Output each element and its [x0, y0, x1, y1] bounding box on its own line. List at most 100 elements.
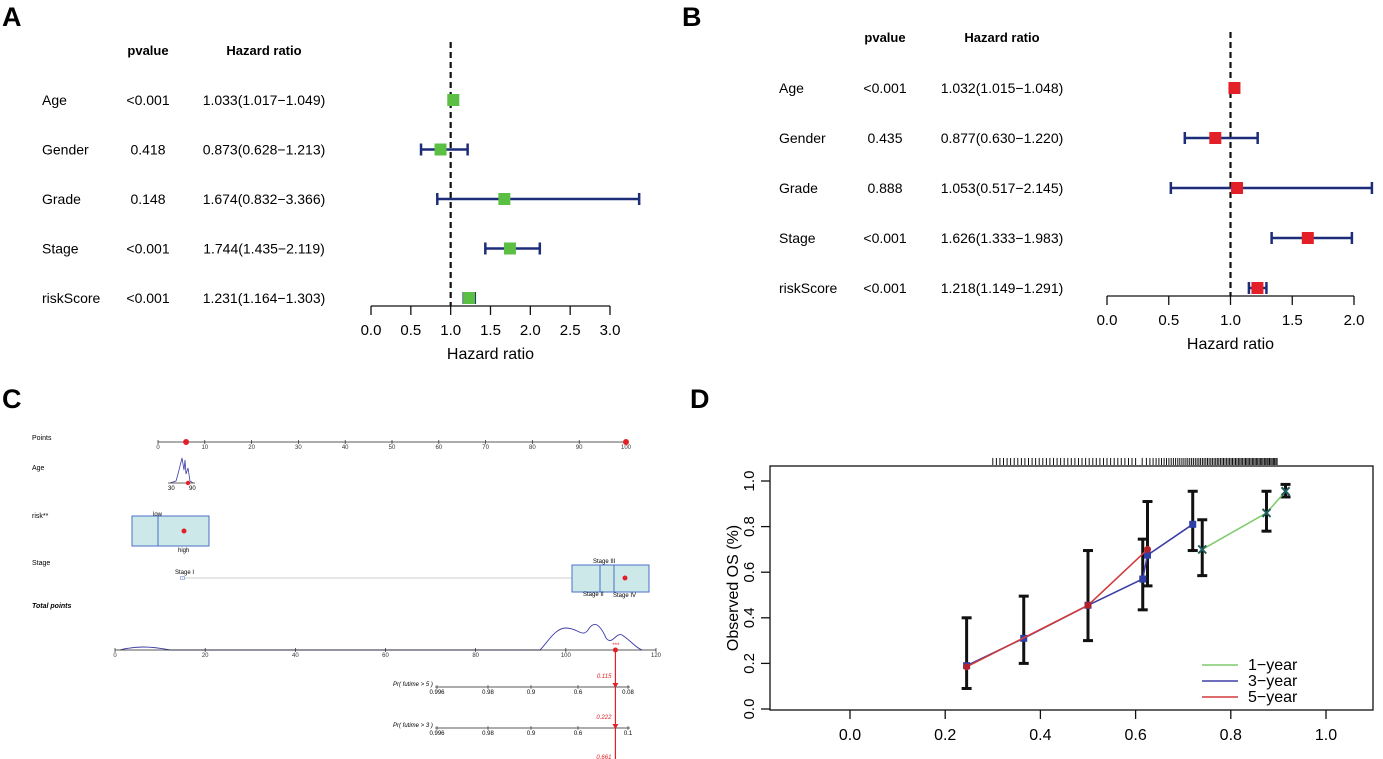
- points-tick-label: 40: [342, 445, 349, 451]
- total-points-tick-label: 100: [561, 653, 572, 659]
- prob5-tick-label: 0.08: [622, 690, 634, 696]
- y-tick-label: 1.0: [741, 471, 758, 492]
- hr-marker: [1209, 132, 1222, 144]
- risk-box: [131, 515, 210, 547]
- series-point: [1144, 551, 1151, 559]
- row-label: riskScore: [779, 280, 838, 296]
- row-pvalue: 0.418: [130, 142, 165, 158]
- stage-label: Stage: [32, 560, 50, 567]
- row-label: Grade: [42, 191, 81, 207]
- hr-marker: [1251, 282, 1264, 294]
- x-tick-label: 0.0: [839, 727, 861, 744]
- prob3-tick-label: 0.98: [482, 731, 494, 737]
- panel-b: B pvalue Hazard ratio Age <0.001 1.032(1.015…: [680, 0, 1383, 380]
- row-hr-text: 1.218(1.149−1.291): [941, 280, 1064, 296]
- x-tick-label: 0.5: [400, 322, 421, 339]
- nomogram-c: C Points 0 10 20 30 40 50 60 70 80 90 100 Age 30 90 ris…: [2, 384, 662, 759]
- total-points-tick-label: 20: [202, 653, 209, 659]
- panel-letter-c: C: [2, 384, 22, 414]
- panel-d: D 0.0 0.2 0.4 0.6 0.8 1.0 0.0 0.2 0.4 0.6 0.8 1.0 Ob…: [680, 380, 1383, 759]
- stage-i-label: Stage I: [175, 570, 194, 576]
- panel-letter-b: B: [682, 2, 702, 32]
- prob3-tick-label: 0.6: [574, 731, 583, 737]
- risk-high-label: high: [178, 548, 189, 554]
- row-hr-text: 1.674(0.832−3.366): [203, 191, 326, 207]
- row-hr-text: 1.231(1.164−1.303): [203, 290, 326, 306]
- col-header-pvalue: pvalue: [127, 43, 168, 58]
- points-tick-label: 70: [482, 445, 489, 451]
- row-label: Gender: [42, 142, 89, 158]
- row-hr-text: 0.877(0.630−1.220): [941, 130, 1064, 146]
- col-header-hazard-ratio: Hazard ratio: [964, 30, 1039, 45]
- total-points-tick-label: 80: [472, 653, 479, 659]
- panel-a: A pvalue Hazard ratio Age <0.001 1.033(1.017…: [0, 0, 680, 380]
- risk-low-label: low: [153, 512, 163, 518]
- y-tick-label: 0.8: [741, 516, 758, 537]
- legend-label: 3−year: [1248, 673, 1298, 690]
- stage-ii-label: Stage II: [583, 592, 604, 598]
- points-tick-label: 20: [248, 445, 255, 451]
- series-point: [1197, 544, 1207, 555]
- age-density: [169, 457, 194, 484]
- panel-c: C Points 0 10 20 30 40 50 60 70 80 90 100 Age 30 90 ris…: [0, 380, 680, 759]
- series-line: [1201, 490, 1287, 551]
- total-points-density: [119, 624, 643, 651]
- y-tick-label: 0.4: [741, 607, 758, 628]
- age-tick-label: 90: [189, 486, 196, 492]
- stage-i-code: ⊡: [180, 576, 185, 582]
- series-line: [966, 523, 1194, 667]
- x-tick-label: 0.6: [1124, 727, 1146, 744]
- x-tick-label: 1.5: [480, 322, 501, 339]
- stage-marker: [622, 575, 628, 581]
- row-label: Age: [42, 92, 67, 108]
- row-pvalue: <0.001: [126, 241, 169, 257]
- row-pvalue: <0.001: [126, 290, 169, 306]
- hr-marker: [463, 292, 476, 304]
- row-label: Age: [779, 80, 804, 96]
- row-pvalue: <0.001: [863, 80, 906, 96]
- panel-letter-a: A: [2, 2, 22, 32]
- x-tick-label: 0.5: [1158, 312, 1179, 329]
- age-label: Age: [32, 465, 45, 472]
- age-tick-label: 30: [168, 486, 175, 492]
- prob5-tick-label: 0.6: [574, 690, 583, 696]
- stage-iii-label: Stage III: [593, 559, 616, 565]
- stage-box: [571, 564, 650, 593]
- row-label: Gender: [779, 130, 826, 146]
- x-tick-label: 0.0: [361, 322, 382, 339]
- row-pvalue: 0.888: [867, 180, 902, 196]
- points-marker-max: [623, 439, 629, 445]
- prob3-tick-label: 0.996: [429, 731, 445, 737]
- x-tick-label: 2.5: [560, 322, 581, 339]
- series-line: [966, 548, 1149, 668]
- plot-frame: [769, 465, 1374, 711]
- points-tick-label: 50: [389, 445, 396, 451]
- x-tick-label: 2.0: [520, 322, 541, 339]
- row-label: Stage: [779, 230, 816, 246]
- total-points-tick-label: 60: [382, 653, 389, 659]
- risk-label: risk**: [32, 513, 49, 520]
- points-tick-label: 10: [201, 445, 208, 451]
- x-tick-label: 1.5: [1282, 312, 1303, 329]
- prob5-tick-label: 0.98: [482, 690, 494, 696]
- prob5-tick-label: 0.996: [429, 690, 445, 696]
- prob5-label: Pr( futime > 5 ): [393, 682, 433, 688]
- risk-marker: [181, 528, 187, 534]
- x-tick-label: 0.0: [1097, 312, 1118, 329]
- legend-label: 1−year: [1248, 657, 1298, 674]
- y-tick-label: 0.0: [741, 699, 758, 720]
- stage-iv-label: Stage IV: [613, 593, 636, 599]
- prob3-tick-label: 0.9: [527, 731, 536, 737]
- x-axis-label: Hazard ratio: [447, 346, 534, 363]
- prob-extra-value: 0.661: [596, 755, 611, 759]
- legend-label: 5−year: [1248, 689, 1298, 706]
- x-tick-label: 1.0: [1315, 727, 1337, 744]
- row-pvalue: <0.001: [126, 92, 169, 108]
- x-axis-label: Hazard ratio: [1187, 336, 1274, 353]
- prob5-tick-label: 0.9: [527, 690, 536, 696]
- col-header-hazard-ratio: Hazard ratio: [226, 43, 301, 58]
- series-point: [1189, 520, 1197, 528]
- prob5-value: 0.115: [597, 674, 612, 680]
- total-points-value: ***: [612, 643, 620, 649]
- prob3-tick-label: 0.1: [624, 731, 633, 737]
